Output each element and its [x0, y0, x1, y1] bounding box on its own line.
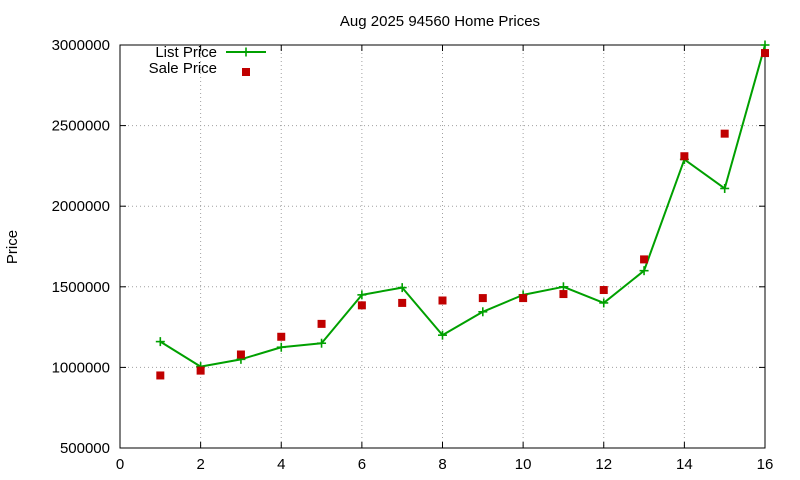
legend-plus-marker	[241, 47, 251, 57]
legend-square-marker	[242, 68, 250, 76]
grid-lines	[120, 45, 765, 448]
x-tick-label: 14	[676, 456, 693, 473]
sale-price-point	[519, 294, 528, 303]
x-tick-label: 10	[515, 456, 532, 473]
sale-price-point	[398, 298, 407, 307]
y-tick-label: 3000000	[52, 37, 110, 54]
x-tick-label: 12	[595, 456, 612, 473]
x-tick-label: 6	[358, 456, 366, 473]
sale-price-point	[599, 286, 608, 295]
y-tick-label: 500000	[60, 440, 110, 457]
list-price-point	[558, 282, 568, 292]
list-price-point	[155, 337, 165, 347]
list-price-point	[276, 342, 286, 352]
y-axis-label: Price	[4, 230, 21, 264]
sale-price-point	[196, 366, 205, 375]
sale-price-point	[478, 294, 487, 303]
chart-title: Aug 2025 94560 Home Prices	[340, 13, 540, 30]
y-tick-label: 1500000	[52, 279, 110, 296]
sale-price-point	[317, 319, 326, 328]
x-tick-label: 0	[116, 456, 124, 473]
y-tick-label: 2500000	[52, 118, 110, 135]
legend-label: List Price	[155, 44, 217, 61]
list-price-point	[397, 283, 407, 293]
list-price-point	[720, 183, 730, 193]
sale-price-point	[156, 371, 165, 380]
sale-price-point	[357, 301, 366, 310]
sale-price-point	[761, 49, 769, 58]
y-tick-label: 2000000	[52, 198, 110, 215]
sale-price-point	[277, 332, 286, 341]
sale-price-point	[640, 255, 649, 264]
sale-price-point	[680, 152, 689, 161]
sale-price-point	[720, 129, 729, 138]
list-price-point	[599, 298, 609, 308]
sale-price-point	[236, 350, 245, 359]
list-price-point	[317, 338, 327, 348]
series-line-list-price	[159, 44, 766, 368]
list-price-point	[639, 266, 649, 276]
x-tick-label: 16	[757, 456, 774, 473]
y-tick-label: 1000000	[52, 359, 110, 376]
series-layer	[155, 40, 770, 380]
sale-price-point	[438, 296, 447, 305]
list-price-point	[357, 290, 367, 300]
list-price-point	[438, 330, 447, 340]
x-tick-label: 4	[277, 456, 285, 473]
axis-ticks: 0 2 4 6 8 10 12 14 16 500000 1000000 1500000 2000000…	[52, 37, 774, 473]
legend-label: Sale Price	[149, 60, 217, 77]
list-price-point	[760, 40, 770, 50]
x-tick-label: 8	[438, 456, 446, 473]
list-price-point	[478, 307, 488, 317]
sale-price-point	[559, 290, 568, 299]
x-tick-label: 2	[196, 456, 204, 473]
